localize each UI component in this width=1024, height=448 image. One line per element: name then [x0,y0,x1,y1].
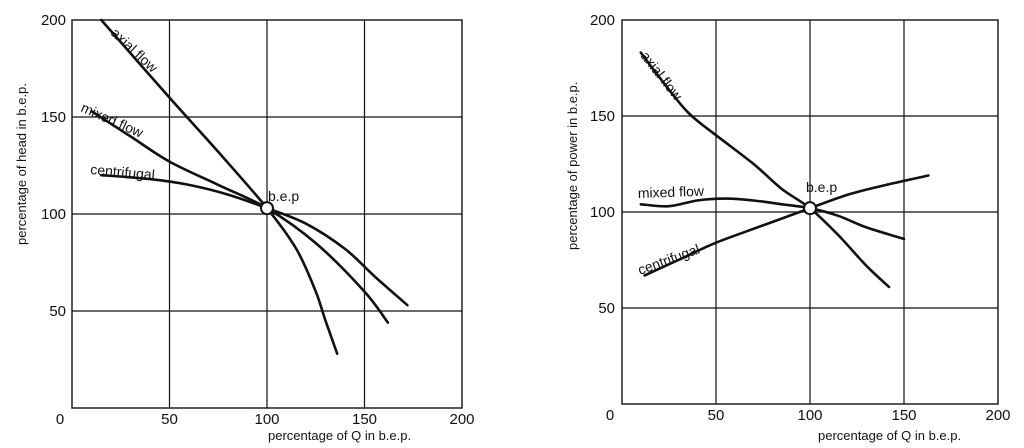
power-x-tick-label: 100 [797,407,822,424]
head-centrifugal-label: centrifugal [90,161,156,183]
head-axial-flow-curve [100,18,339,355]
power-chart-frame [621,19,999,405]
power-x-tick-label: 0 [606,407,614,424]
power-y-axis-label: percentage of power in b.e.p. [565,82,580,250]
power-x-tick-label: 150 [891,407,916,424]
head-chart-ticks: 0 50 100 150 200 50 100 150 200 [41,12,475,428]
head-chart-curves [90,18,409,355]
head-bep-label: b.e.p [268,188,299,204]
head-x-tick-label: 50 [161,411,178,428]
power-x-tick-label: 200 [985,407,1010,424]
power-y-tick-label: 150 [590,108,615,125]
head-y-tick-label: 200 [41,12,66,29]
power-axial-flow-label: axial flow [638,48,687,104]
head-bep-point [260,201,274,216]
head-x-tick-label: 100 [254,411,279,428]
power-mixed-flow-label: mixed flow [638,183,706,201]
head-y-tick-label: 50 [49,303,66,320]
power-axial-flow-curve [639,51,891,289]
power-bep-label: b.e.p [806,179,837,195]
power-centrifugal-label: centrifugal [636,241,702,278]
power-y-tick-label: 200 [590,12,615,29]
head-y-tick-label: 100 [41,206,66,223]
power-bep-point [803,201,817,216]
head-chart: 0 50 100 150 200 50 100 150 200 axial flow mixed… [14,12,475,443]
power-chart-curves [639,51,930,289]
head-mixed-flow-curve [90,109,390,324]
head-x-axis-label: percentage of Q in b.e.p. [268,428,411,443]
power-centrifugal-curve [643,174,930,277]
power-chart: 0 50 100 150 200 50 100 150 200 axial flow mixed… [565,12,1011,443]
head-bep-marker [260,201,274,216]
power-x-axis-label: percentage of Q in b.e.p. [818,428,961,443]
head-axial-flow-label: axial flow [108,24,162,76]
power-y-tick-label: 100 [590,204,615,221]
power-y-tick-label: 50 [598,300,615,317]
power-chart-ticks: 0 50 100 150 200 50 100 150 200 [590,12,1011,424]
head-y-tick-label: 150 [41,109,66,126]
head-x-tick-label: 0 [56,411,64,428]
head-y-axis-label: percentage of head in b.e.p. [14,83,29,245]
head-x-tick-label: 200 [449,411,474,428]
power-mixed-flow-curve [639,197,906,241]
head-x-tick-label: 150 [352,411,377,428]
power-x-tick-label: 50 [708,407,725,424]
head-chart-frame [71,19,463,409]
head-mixed-flow-label: mixed flow [79,99,147,141]
power-bep-marker [803,201,817,216]
